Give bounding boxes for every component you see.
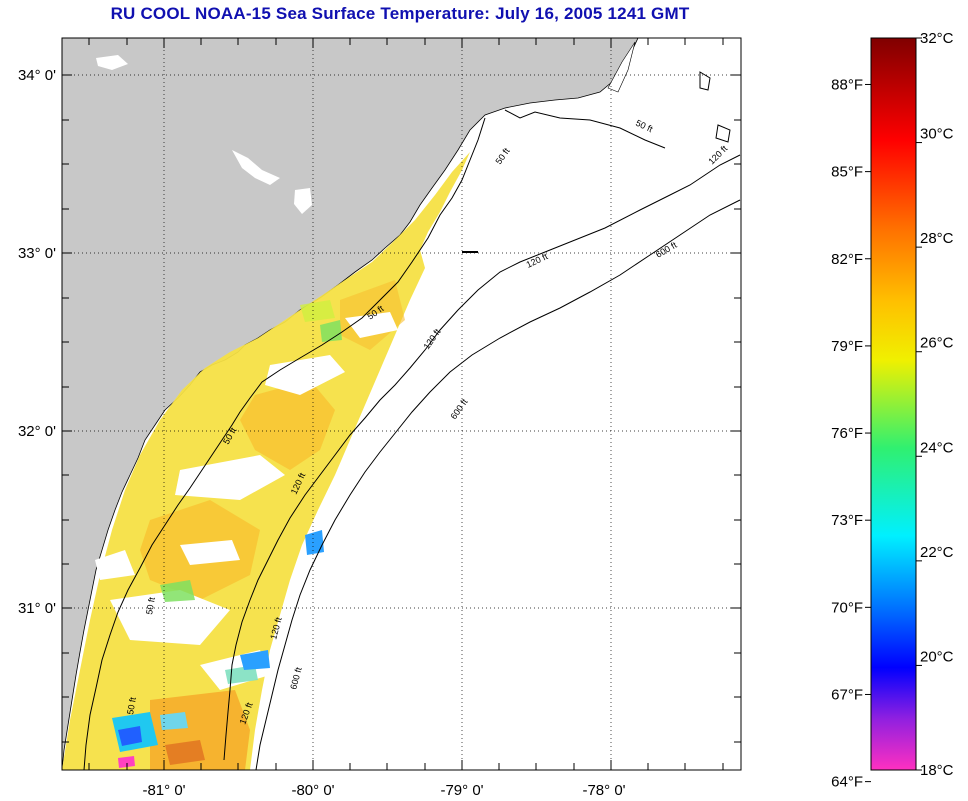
lon-label: -79° 0'	[440, 782, 483, 799]
colorbar-label-fahrenheit: 85°F	[831, 164, 863, 181]
colorbar-label-celsius: 28°C	[920, 230, 954, 247]
inland-lake	[294, 188, 312, 214]
lat-label: 32° 0'	[18, 423, 56, 440]
colorbar-label-celsius: 24°C	[920, 439, 954, 456]
colorbar-label-fahrenheit: 88°F	[831, 76, 863, 93]
colorbar-label-fahrenheit: 82°F	[831, 251, 863, 268]
lon-label: -80° 0'	[291, 782, 334, 799]
lon-label: -81° 0'	[142, 782, 185, 799]
colorbar-label-celsius: 26°C	[920, 335, 954, 352]
lon-label: -78° 0'	[582, 782, 625, 799]
contour-600ft	[255, 199, 741, 770]
colorbar-label-celsius: 30°C	[920, 126, 954, 143]
map-title: RU COOL NOAA-15 Sea Surface Temperature:…	[110, 4, 690, 23]
contour-label: 50 ft	[125, 696, 138, 715]
colorbar-label-fahrenheit: 67°F	[831, 686, 863, 703]
colorbar-label-fahrenheit: 73°F	[831, 512, 863, 529]
land-inlet	[607, 41, 636, 93]
colorbar-label-celsius: 32°C	[920, 30, 954, 47]
map-frame	[61, 37, 742, 771]
contour-label: 50 ft	[144, 596, 157, 615]
lat-label: 31° 0'	[18, 600, 56, 617]
colorbar-label-fahrenheit: 76°F	[831, 425, 863, 442]
colorbar-label-celsius: 22°C	[920, 544, 954, 561]
lat-label: 33° 0'	[18, 245, 56, 262]
contour-120ft	[223, 154, 741, 761]
colorbar-label-celsius: 20°C	[920, 648, 954, 665]
depth-contours	[83, 71, 741, 770]
colorbar-gradient	[870, 37, 917, 771]
inland-lake	[232, 150, 280, 185]
colorbar: 32°C 30°C 28°C 26°C 24°C 22°C 20°C 18°C 88°F 85°F…	[831, 30, 954, 791]
colorbar-label-fahrenheit: 64°F	[831, 774, 863, 791]
sst-swath	[62, 152, 470, 770]
inland-lake	[96, 55, 128, 70]
colorbar-label-fahrenheit: 79°F	[831, 338, 863, 355]
lat-label: 34° 0'	[18, 67, 56, 84]
colorbar-label-celsius: 18°C	[920, 762, 954, 779]
colorbar-label-fahrenheit: 70°F	[831, 599, 863, 616]
contour-50ft	[83, 109, 666, 770]
map-ticks	[62, 38, 741, 770]
